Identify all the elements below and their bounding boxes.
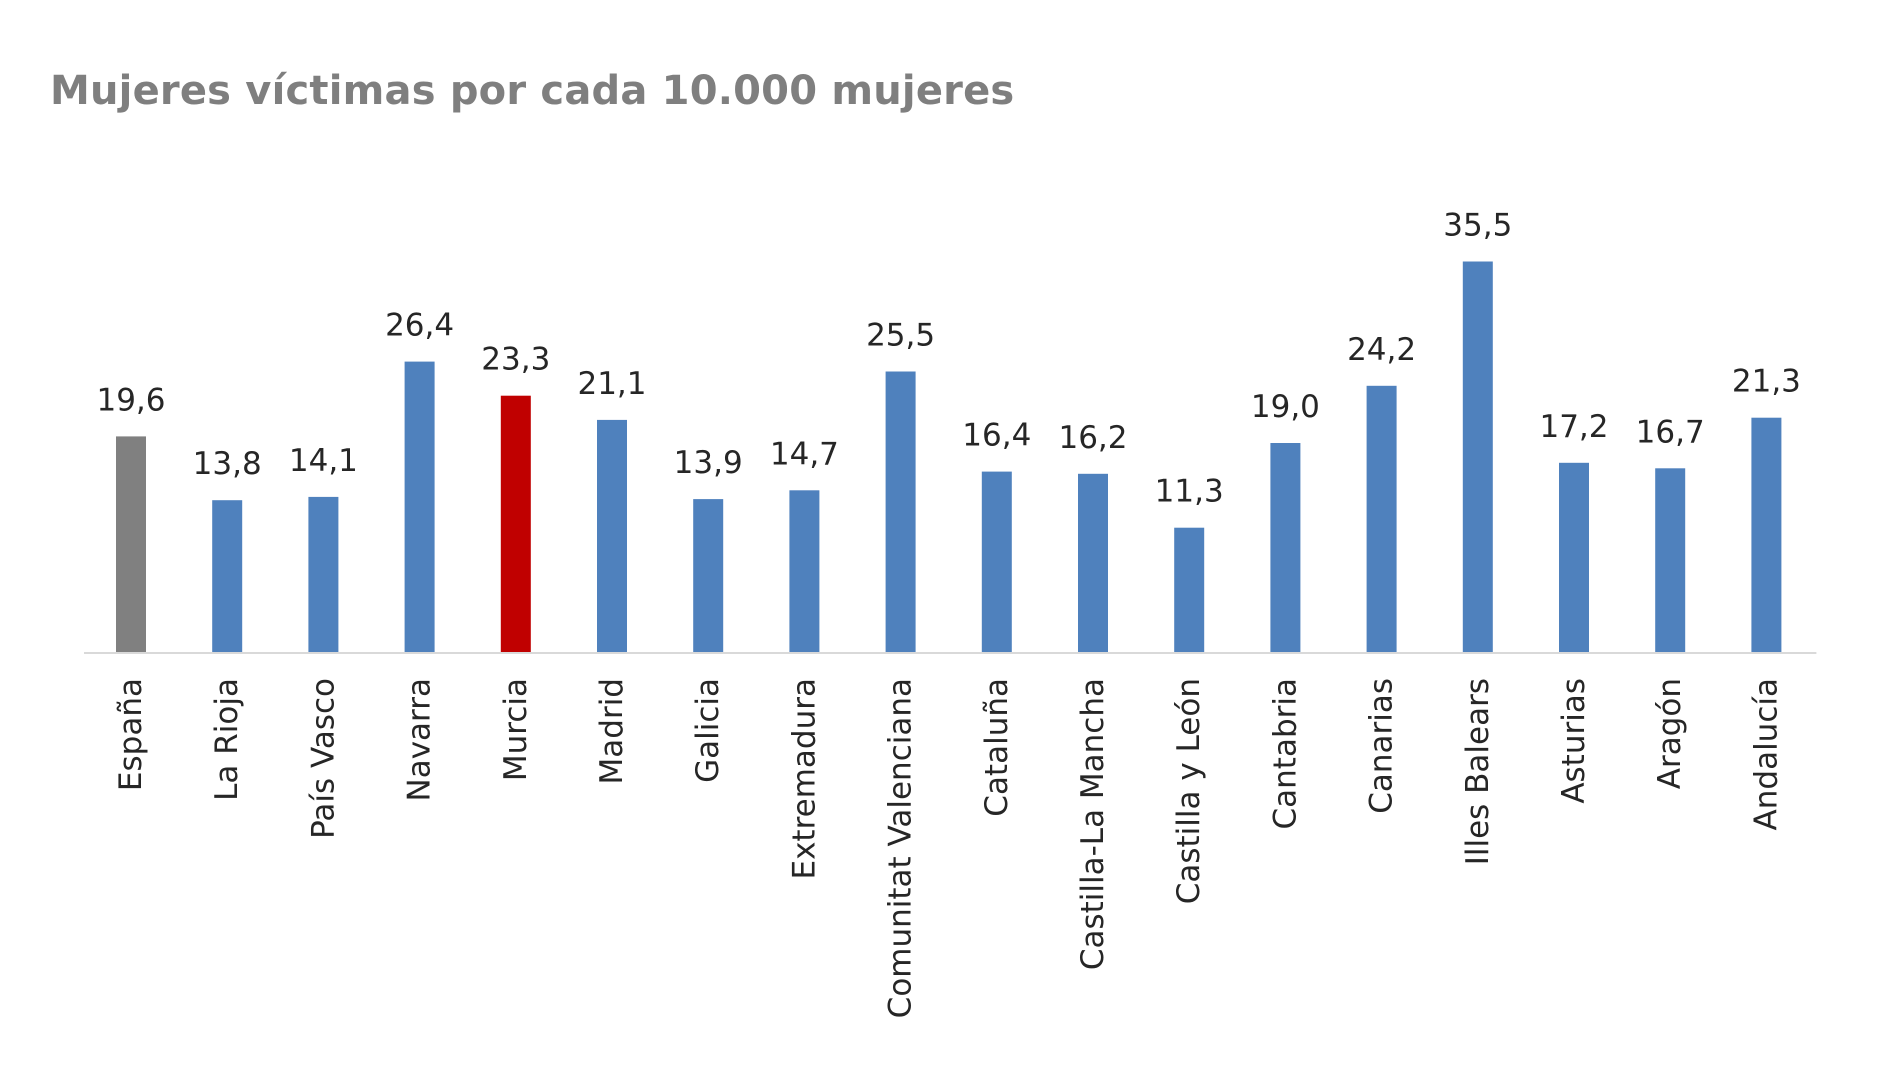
bar [1655, 468, 1686, 652]
bar [597, 419, 627, 652]
bar-value-label: 35,5 [1443, 208, 1512, 244]
category-label: Cataluña [979, 678, 1015, 817]
bar [693, 499, 724, 652]
bar [981, 471, 1012, 652]
bar-value-label: 16,4 [962, 418, 1031, 454]
bar-value-label: 16,7 [1636, 414, 1705, 450]
category-label: Andalucía [1748, 678, 1784, 830]
bar [1751, 417, 1782, 652]
category-label: Canarias [1364, 678, 1400, 814]
category-label: Castilla y León [1171, 678, 1207, 904]
category-label: Galicia [690, 678, 726, 783]
category-label: Comunitat Valenciana [883, 678, 919, 1018]
category-label: Asturias [1556, 678, 1592, 804]
chart-title: Mujeres víctimas por cada 10.000 mujeres [50, 68, 1015, 114]
category-labels-layer: España La Rioja País Vasco Navarra Murcia Mad… [113, 678, 1784, 1018]
bar [789, 490, 820, 652]
category-label: Cantabria [1267, 678, 1303, 829]
bar-value-label: 25,5 [866, 318, 935, 354]
bar [1174, 527, 1205, 652]
bar [885, 371, 916, 652]
bars-layer [116, 261, 1782, 652]
bar [1462, 261, 1493, 652]
bar-value-label: 19,6 [96, 382, 165, 418]
bar-value-label: 26,4 [385, 308, 454, 344]
bar-value-label: 11,3 [1155, 474, 1224, 510]
bar-value-label: 13,8 [193, 446, 262, 482]
bar [212, 500, 243, 652]
category-label: Aragón [1652, 678, 1688, 789]
bar-value-label: 19,0 [1251, 389, 1320, 425]
value-labels-layer: 19,6 13,8 14,1 26,4 23,3 21,1 13,9 14,7 25,5 16,4… [96, 208, 1800, 510]
category-label: Extremadura [786, 678, 822, 880]
bar [1366, 385, 1397, 652]
bar-value-label: 16,2 [1058, 420, 1127, 456]
bar-value-label: 14,7 [770, 436, 839, 472]
category-label: Castilla-La Mancha [1075, 678, 1111, 970]
bar [500, 395, 531, 652]
bar [1270, 443, 1301, 652]
bar-value-label: 21,1 [577, 366, 646, 402]
bar [404, 361, 435, 652]
bar-value-label: 14,1 [289, 443, 358, 479]
category-label: Navarra [402, 678, 438, 801]
category-label: Madrid [594, 678, 630, 784]
bar-value-label: 21,3 [1732, 364, 1801, 400]
category-label: Murcia [498, 678, 534, 781]
bar [308, 496, 339, 652]
bar [1078, 473, 1108, 652]
bar-value-label: 17,2 [1539, 409, 1608, 445]
category-label: País Vasco [305, 678, 341, 839]
bar-value-label: 24,2 [1347, 332, 1416, 368]
bar [1559, 462, 1589, 652]
category-label: España [113, 678, 149, 791]
bar-value-label: 13,9 [674, 445, 743, 481]
bar [116, 436, 146, 652]
category-label: Illes Balears [1460, 678, 1496, 865]
category-label: La Rioja [209, 678, 245, 801]
bar-value-label: 23,3 [481, 342, 550, 378]
